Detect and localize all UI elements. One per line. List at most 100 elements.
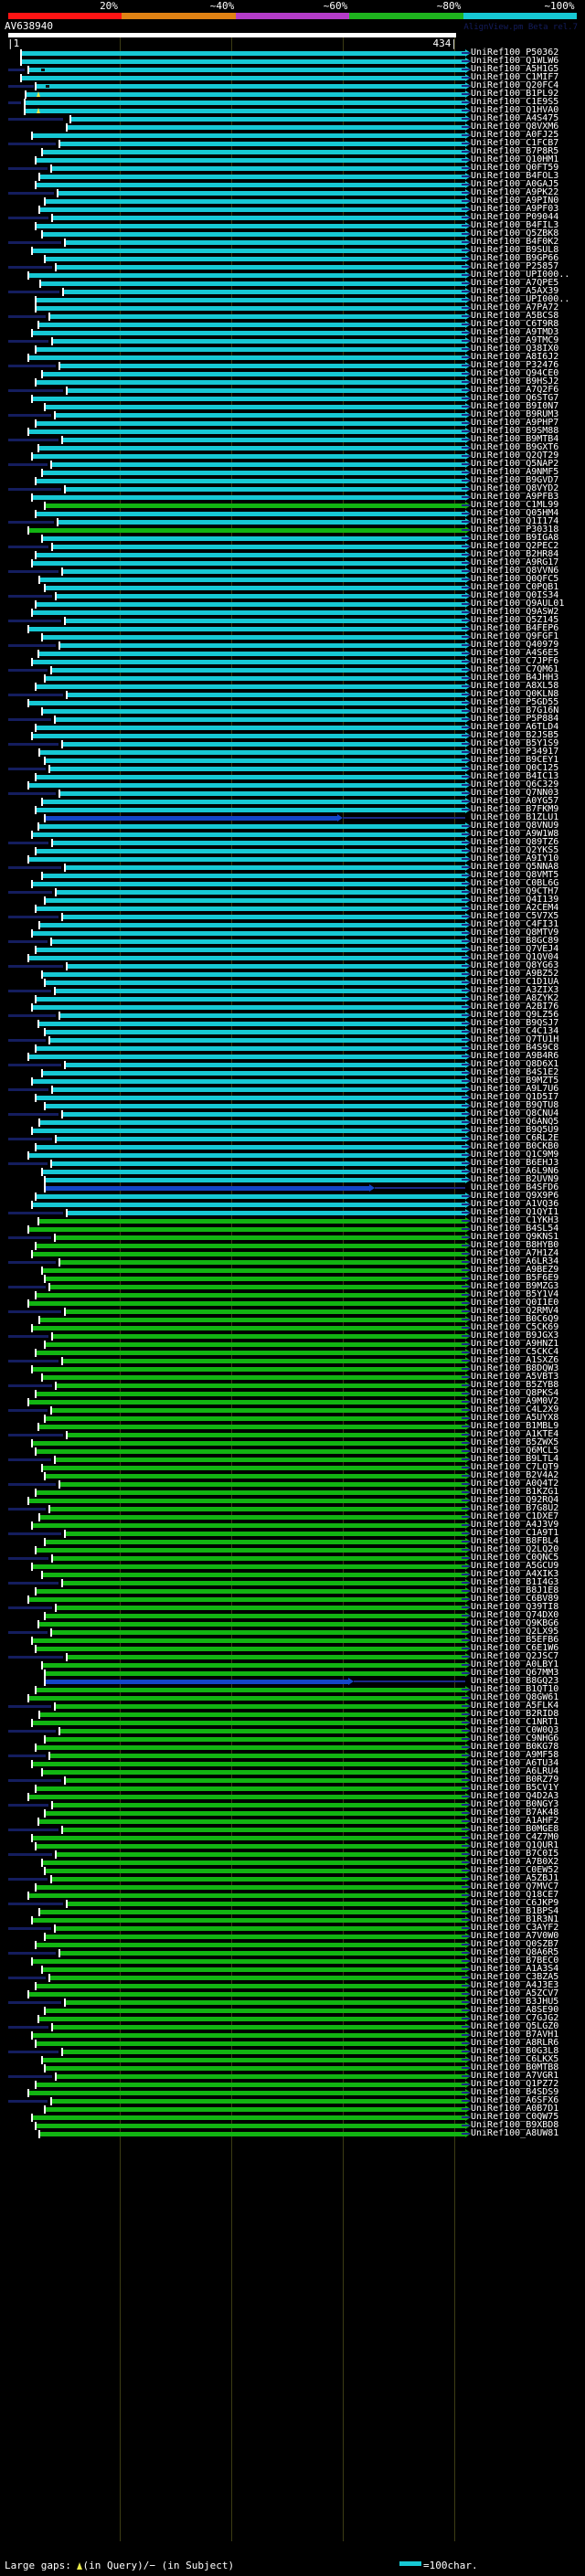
alignment-bar[interactable] (56, 1137, 465, 1141)
hit-accession-label[interactable]: UniRef100_A9PHP7 (471, 418, 559, 428)
hit-row[interactable]: UniRef100_C7QM61 (0, 664, 585, 674)
hit-row[interactable]: UniRef100_C4Z7M0 (0, 1832, 585, 1842)
alignment-bar[interactable] (36, 997, 465, 1002)
hit-row[interactable]: UniRef100_C6JKP9 (0, 1898, 585, 1908)
hit-row[interactable]: UniRef100_C7GJG2 (0, 2013, 585, 2023)
alignment-bar[interactable] (45, 1342, 465, 1347)
alignment-bar[interactable] (56, 1383, 465, 1388)
alignment-bar[interactable] (32, 1129, 465, 1133)
alignment-bar[interactable] (42, 471, 465, 475)
hit-accession-label[interactable]: UniRef100_Q1QUR1 (471, 1840, 559, 1850)
alignment-bar[interactable] (51, 1161, 465, 1166)
hit-accession-label[interactable]: UniRef100_A6LR34 (471, 1256, 559, 1267)
hit-row[interactable]: UniRef100_Q6MCL5 (0, 1446, 585, 1456)
alignment-bar[interactable] (38, 1219, 465, 1224)
alignment-bar[interactable] (42, 1375, 465, 1380)
hit-accession-label[interactable]: UniRef100_C0BL6G (471, 878, 559, 888)
alignment-bar[interactable] (55, 413, 465, 418)
alignment-bar[interactable] (28, 783, 465, 788)
hit-accession-label[interactable]: UniRef100_C6E1W6 (471, 1643, 559, 1653)
hit-row[interactable]: UniRef100_Q8VMT5 (0, 870, 585, 880)
alignment-bar[interactable] (67, 1433, 465, 1437)
hit-row[interactable]: UniRef100_A0Q4T2 (0, 1479, 585, 1489)
hit-accession-label[interactable]: UniRef100_A5H1G5 (471, 64, 559, 74)
alignment-bar[interactable] (42, 1071, 465, 1076)
hit-accession-label[interactable]: UniRef100_P25857 (471, 261, 559, 271)
alignment-bar[interactable] (36, 2041, 465, 2046)
alignment-bar[interactable] (32, 1721, 465, 1725)
hit-accession-label[interactable]: UniRef100_A1VQ36 (471, 1199, 559, 1209)
alignment-bar[interactable] (28, 701, 465, 705)
hit-accession-label[interactable]: UniRef100_Q8VVN6 (471, 566, 559, 576)
hit-row[interactable]: UniRef100_A7H1Z4 (0, 1248, 585, 1258)
alignment-bar[interactable] (36, 1745, 465, 1750)
hit-row[interactable]: UniRef100_C7LQT9 (0, 1462, 585, 1472)
alignment-bar[interactable] (21, 59, 465, 64)
hit-row[interactable]: UniRef100_B5Y1V4 (0, 1289, 585, 1299)
hit-row[interactable]: UniRef100_B7C0I5 (0, 1849, 585, 1859)
alignment-bar[interactable] (51, 462, 465, 467)
hit-accession-label[interactable]: UniRef100_A7VGR1 (471, 2071, 559, 2081)
alignment-bar[interactable] (40, 281, 465, 286)
hit-accession-label[interactable]: UniRef100_Q67MM3 (471, 1668, 559, 1678)
hit-row[interactable]: UniRef100_Q7TU1H (0, 1034, 585, 1044)
alignment-bar[interactable] (25, 101, 465, 105)
hit-row[interactable]: UniRef100_A7Q2F6 (0, 385, 585, 395)
alignment-bar[interactable] (65, 619, 465, 623)
hit-accession-label[interactable]: UniRef100_C4Z7M0 (471, 1832, 559, 1842)
alignment-bar[interactable] (36, 1244, 465, 1248)
hit-accession-label[interactable]: UniRef100_B5EFB6 (471, 1635, 559, 1645)
hit-accession-label[interactable]: UniRef100_Q7NN03 (471, 788, 559, 798)
hit-row[interactable]: UniRef100_A6TU34 (0, 1758, 585, 1768)
alignment-bar[interactable] (42, 800, 465, 804)
hit-accession-label[interactable]: UniRef100_Q9KNS1 (471, 1232, 559, 1242)
hit-accession-label[interactable]: UniRef100_B7G8U2 (471, 1503, 559, 1513)
hit-row[interactable]: UniRef100_B3JHU5 (0, 1997, 585, 2007)
hit-accession-label[interactable]: UniRef100_C1A9T1 (471, 1528, 559, 1538)
hit-accession-label[interactable]: UniRef100_B9SUL8 (471, 245, 559, 255)
hit-accession-label[interactable]: UniRef100_B8GC89 (471, 936, 559, 946)
alignment-bar[interactable] (45, 1869, 465, 1873)
alignment-bar[interactable] (36, 1351, 465, 1355)
alignment-bar[interactable] (67, 388, 465, 393)
alignment-bar[interactable] (65, 487, 465, 492)
hit-row[interactable]: UniRef100_B2V4A2 (0, 1470, 585, 1480)
hit-row[interactable]: UniRef100_Q1WLW6 (0, 56, 585, 66)
hit-row[interactable]: UniRef100_C1A9T1 (0, 1528, 585, 1538)
hit-accession-label[interactable]: UniRef100_Q9FGF1 (471, 631, 559, 641)
hit-accession-label[interactable]: UniRef100_A9PK22 (471, 187, 559, 197)
hit-row[interactable]: UniRef100_Q4I139 (0, 895, 585, 905)
alignment-bar[interactable] (39, 1910, 465, 1914)
alignment-bar[interactable] (45, 2009, 465, 2013)
hit-row[interactable]: UniRef100_A9RG17 (0, 557, 585, 567)
alignment-bar[interactable] (32, 1638, 465, 1643)
hit-accession-label[interactable]: UniRef100_C1MIF7 (471, 72, 559, 82)
hit-accession-label[interactable]: UniRef100_A8SE90 (471, 2005, 559, 2015)
alignment-bar[interactable] (45, 257, 465, 261)
hit-row[interactable]: UniRef100_B1I4G3 (0, 1577, 585, 1587)
alignment-bar[interactable] (49, 1285, 465, 1289)
hit-row[interactable]: UniRef100_B4SL54 (0, 1224, 585, 1234)
hit-row[interactable]: UniRef100_B1QT10 (0, 1684, 585, 1694)
alignment-bar[interactable] (58, 191, 465, 196)
hit-accession-label[interactable]: UniRef100_B4F0K2 (471, 237, 559, 247)
hit-accession-label[interactable]: UniRef100_Q40979 (471, 640, 559, 650)
hit-accession-label[interactable]: UniRef100_A9TMD3 (471, 327, 559, 337)
hit-accession-label[interactable]: UniRef100_Q94CE0 (471, 368, 559, 378)
alignment-bar[interactable] (49, 1754, 465, 1758)
hit-accession-label[interactable]: UniRef100_B4SDS9 (471, 2087, 559, 2097)
hit-row[interactable]: UniRef100_UPI000.. (0, 294, 585, 304)
hit-accession-label[interactable]: UniRef100_A5AX39 (471, 286, 559, 296)
alignment-bar[interactable] (32, 832, 465, 837)
alignment-bar[interactable] (28, 1499, 465, 1503)
alignment-bar[interactable] (36, 512, 465, 516)
hit-row[interactable]: UniRef100_Q1QUR1 (0, 1840, 585, 1850)
alignment-bar[interactable] (32, 1836, 465, 1840)
hit-accession-label[interactable]: UniRef100_A9M0V2 (471, 1396, 559, 1406)
hit-accession-label[interactable]: UniRef100_A3ZIX3 (471, 985, 559, 995)
hit-accession-label[interactable]: UniRef100_B9RUM3 (471, 409, 559, 419)
hit-row[interactable]: UniRef100_Q8VNU9 (0, 821, 585, 831)
alignment-bar[interactable] (51, 1877, 465, 1882)
hit-accession-label[interactable]: UniRef100_A6L9N6 (471, 1166, 559, 1176)
hit-row[interactable]: UniRef100_B8J1E8 (0, 1585, 585, 1595)
